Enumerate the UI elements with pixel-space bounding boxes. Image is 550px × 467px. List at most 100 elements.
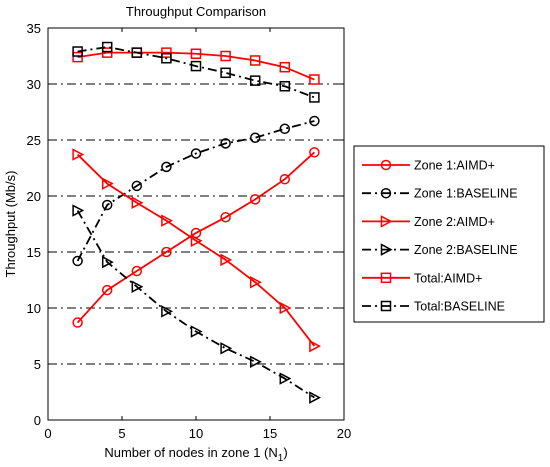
data-point xyxy=(161,52,172,64)
series-5 xyxy=(72,41,320,103)
data-point xyxy=(220,67,231,79)
data-point xyxy=(101,284,113,296)
data-point xyxy=(131,180,143,192)
series-2 xyxy=(72,148,322,353)
data-point xyxy=(190,234,203,248)
plot-frame xyxy=(47,27,345,421)
series-line xyxy=(76,151,316,324)
data-point xyxy=(309,92,320,103)
x-axis-title: Number of nodes in zone 1 (N1) xyxy=(104,445,287,464)
data-point xyxy=(220,212,231,223)
series-1 xyxy=(72,115,320,267)
legend-label: Zone 2:BASELINE xyxy=(414,243,518,257)
data-point xyxy=(101,177,114,190)
data-point xyxy=(220,253,233,267)
y-axis-title: Throughput (Mb/s) xyxy=(3,171,18,278)
series-4 xyxy=(72,47,320,85)
data-point xyxy=(220,50,231,62)
data-point xyxy=(101,41,113,53)
data-point xyxy=(279,301,292,315)
x-tick-label: 15 xyxy=(263,426,277,441)
data-point xyxy=(161,47,172,58)
series-line xyxy=(76,153,316,347)
y-tick-label: 35 xyxy=(27,21,41,36)
data-point xyxy=(279,80,291,92)
data-point xyxy=(220,138,231,149)
data-point xyxy=(249,355,262,369)
data-point xyxy=(220,342,233,355)
y-tick-label: 10 xyxy=(27,301,41,316)
x-tick-label: 0 xyxy=(44,426,51,441)
data-point xyxy=(72,46,83,57)
x-axis-title-suffix: ) xyxy=(283,445,287,460)
x-axis-title-subscript: 1 xyxy=(278,453,284,464)
data-point xyxy=(72,317,83,328)
data-point xyxy=(309,339,322,353)
legend: Zone 1:AIMD+ Zone 1:BASELINE Zone 2:AIMD+ Z… xyxy=(353,145,545,323)
data-point xyxy=(161,161,172,173)
legend-marker xyxy=(380,243,393,256)
data-point xyxy=(249,194,261,205)
series-0 xyxy=(72,147,320,328)
data-point xyxy=(309,147,320,158)
data-point xyxy=(249,132,261,144)
data-point xyxy=(131,196,144,209)
legend-box xyxy=(353,145,545,323)
ticks: 0 5 10 15 20 0 5 10 15 20 25 30 35 xyxy=(27,21,352,441)
data-point xyxy=(131,280,144,293)
legend-marker xyxy=(380,215,393,228)
grid xyxy=(48,83,344,365)
legend-label: Total:AIMD+ xyxy=(414,271,482,285)
data-point xyxy=(190,148,202,159)
data-point xyxy=(249,275,262,289)
series-layer xyxy=(72,41,322,404)
y-tick-label: 0 xyxy=(34,413,41,428)
data-point xyxy=(131,47,143,58)
x-axis-title-main: Number of nodes in zone 1 (N xyxy=(104,445,277,460)
series-line xyxy=(77,51,315,81)
y-tick-label: 20 xyxy=(27,189,41,204)
legend-label: Zone 2:AIMD+ xyxy=(414,215,495,229)
data-point xyxy=(309,74,320,85)
data-point xyxy=(309,115,320,127)
data-point xyxy=(249,55,261,66)
data-point xyxy=(190,325,203,338)
data-point xyxy=(190,60,202,72)
legend-marker xyxy=(380,187,392,199)
series-line xyxy=(76,210,315,399)
data-point xyxy=(161,305,174,318)
data-point xyxy=(279,123,291,135)
legend-marker xyxy=(380,272,392,284)
y-tick-label: 15 xyxy=(27,245,41,260)
data-point xyxy=(279,173,291,185)
data-point xyxy=(101,199,113,211)
series-3 xyxy=(72,204,322,404)
x-tick-label: 10 xyxy=(189,426,203,441)
data-point xyxy=(72,51,83,63)
data-point xyxy=(190,48,202,60)
series-line xyxy=(76,120,315,262)
data-point xyxy=(249,75,261,86)
data-point xyxy=(72,148,85,161)
y-tick-label: 5 xyxy=(34,357,41,372)
legend-label: Total:BASELINE xyxy=(414,300,505,314)
data-point xyxy=(279,372,292,385)
x-tick-label: 20 xyxy=(337,426,351,441)
chart-title: Throughput Comparison xyxy=(126,4,266,19)
y-tick-label: 30 xyxy=(27,77,41,92)
data-point xyxy=(101,47,113,58)
data-point xyxy=(161,214,174,227)
legend-label: Zone 1:AIMD+ xyxy=(414,159,495,173)
data-point xyxy=(131,265,143,277)
data-point xyxy=(309,391,322,404)
data-point xyxy=(72,255,83,267)
data-point xyxy=(279,61,291,73)
legend-marker xyxy=(380,159,392,171)
data-point xyxy=(101,255,114,269)
x-tick-label: 5 xyxy=(118,426,125,441)
series-line xyxy=(77,46,315,99)
legend-marker xyxy=(380,300,392,312)
legend-label: Zone 1:BASELINE xyxy=(414,187,518,201)
